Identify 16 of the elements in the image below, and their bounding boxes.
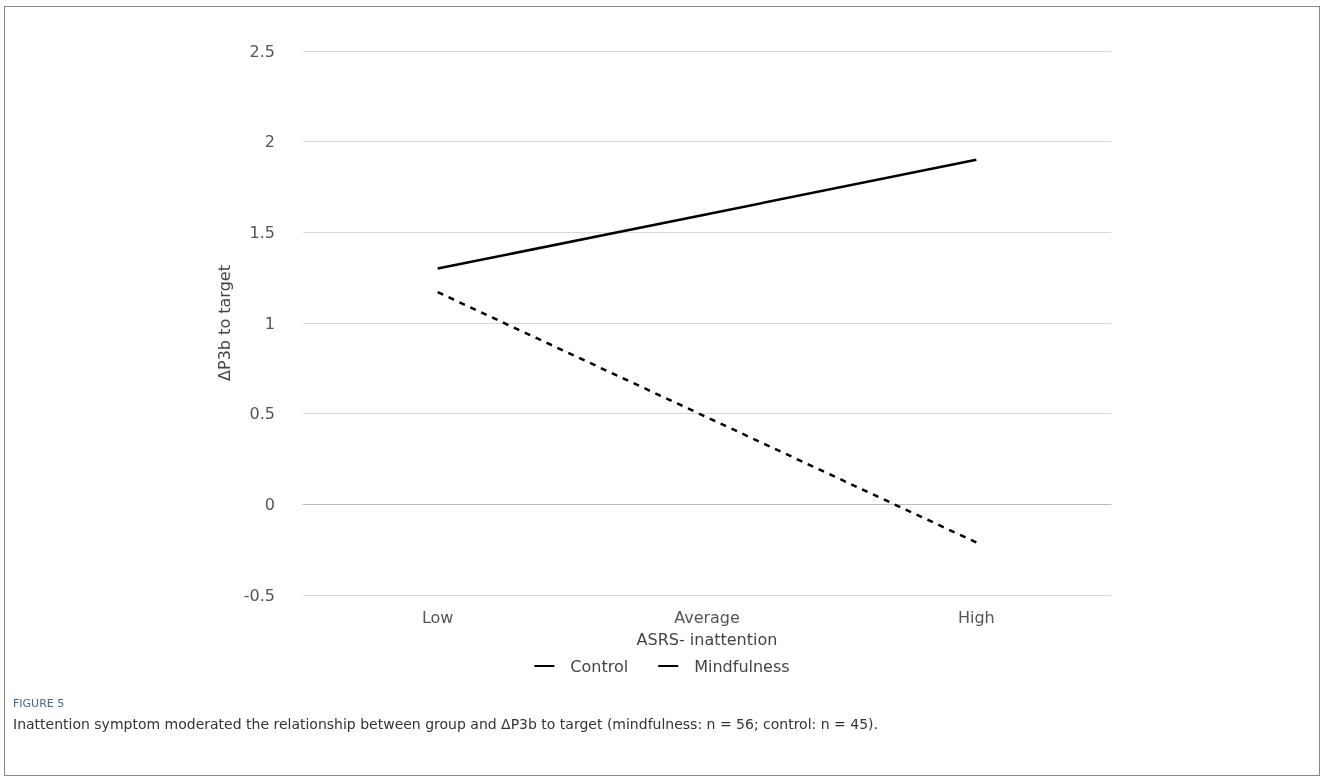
y-tick-label: 1.5 (249, 222, 275, 242)
y-tick-label: 2.5 (249, 41, 275, 61)
y-tick-label: 0.5 (249, 404, 275, 424)
y-axis-title: ΔP3b to target (215, 265, 235, 381)
legend-label: Control (570, 656, 629, 676)
y-tick-label: 0 (264, 494, 275, 514)
legend-label: Mindfulness (694, 656, 790, 676)
caption: FIGURE 5 (13, 697, 66, 710)
y-tick-label: 1 (264, 313, 275, 333)
x-tick-label: High (957, 607, 995, 627)
x-axis-title: ASRS- inattention (636, 630, 778, 650)
x-tick-label: Average (674, 607, 740, 627)
x-tick-label: Low (421, 607, 454, 627)
y-tick-label: 2 (264, 132, 275, 152)
text: Inattention symptom moderated the relationship between group and ΔP3b to target (mindfulness: n = 56; control: n = 45). (13, 716, 879, 732)
y-tick-label: -0.5 (243, 585, 275, 605)
